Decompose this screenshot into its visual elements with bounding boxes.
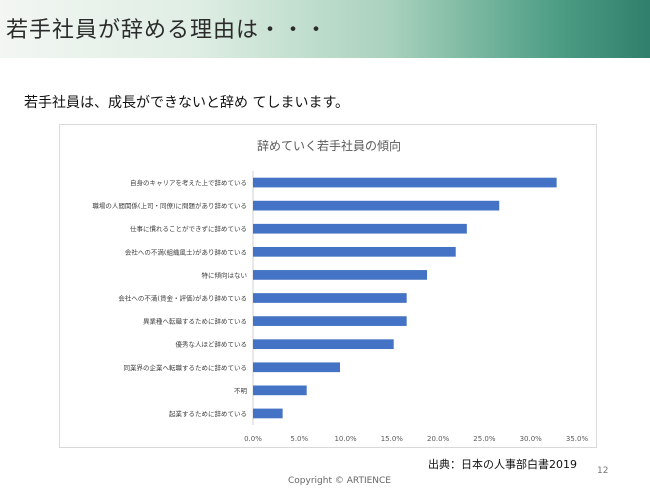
bar [253,223,467,234]
chart-panel: 辞めていく若手社員の傾向自身のキャリアを考えた上で辞めている職場の人間関係(上司… [59,124,597,448]
bar-chart: 辞めていく若手社員の傾向自身のキャリアを考えた上で辞めている職場の人間関係(上司… [92,138,589,443]
category-label: 異業種へ転職するために辞めている [143,317,247,326]
chart-title: 辞めていく若手社員の傾向 [257,138,401,153]
bar [253,177,557,188]
lead-text: 若手社員は、成長ができないと辞め てしまいます。 [24,95,350,111]
bar [253,246,456,257]
bar [253,385,307,396]
category-label: 同業界の企業へ転職するために辞めている [124,363,248,372]
bar [253,408,283,419]
category-label: 自身のキャリアを考えた上で辞めている [130,178,247,187]
page-number: 12 [597,466,609,476]
copyright-notice: Copyright © ARTIENCE [288,476,391,486]
bar [253,339,394,350]
title-banner [0,0,650,58]
bar [253,316,407,326]
category-label: 会社への不満(賃金・評価)があり辞めている [118,294,247,303]
x-tick-label: 10.0% [334,435,357,443]
category-label: 起業するために辞めている [169,409,247,418]
x-tick-label: 25.0% [473,435,496,443]
x-tick-label: 5.0% [290,435,308,443]
source-citation: 出典：日本の人事部白書2019 [428,458,577,471]
bar [253,362,341,373]
bar [253,270,428,280]
category-label: 会社への不満(組織風土)があり辞めている [125,247,247,256]
category-label: 仕事に慣れることができずに辞めている [130,224,247,233]
x-tick-label: 0.0% [244,435,262,443]
category-label: 優秀な人ほど辞めている [176,340,248,349]
category-label: 特に傾向はない [202,270,248,279]
x-tick-label: 15.0% [381,435,404,443]
x-tick-label: 30.0% [520,435,543,443]
slide-title: 若手社員が辞める理由は・・・ [6,18,329,43]
category-label: 不明 [234,387,248,395]
x-tick-label: 35.0% [566,435,589,443]
category-label: 職場の人間関係(上司・同僚)に問題があり辞めている [92,201,247,210]
bar [253,293,407,303]
bar [253,200,500,211]
x-tick-label: 20.0% [427,435,450,443]
